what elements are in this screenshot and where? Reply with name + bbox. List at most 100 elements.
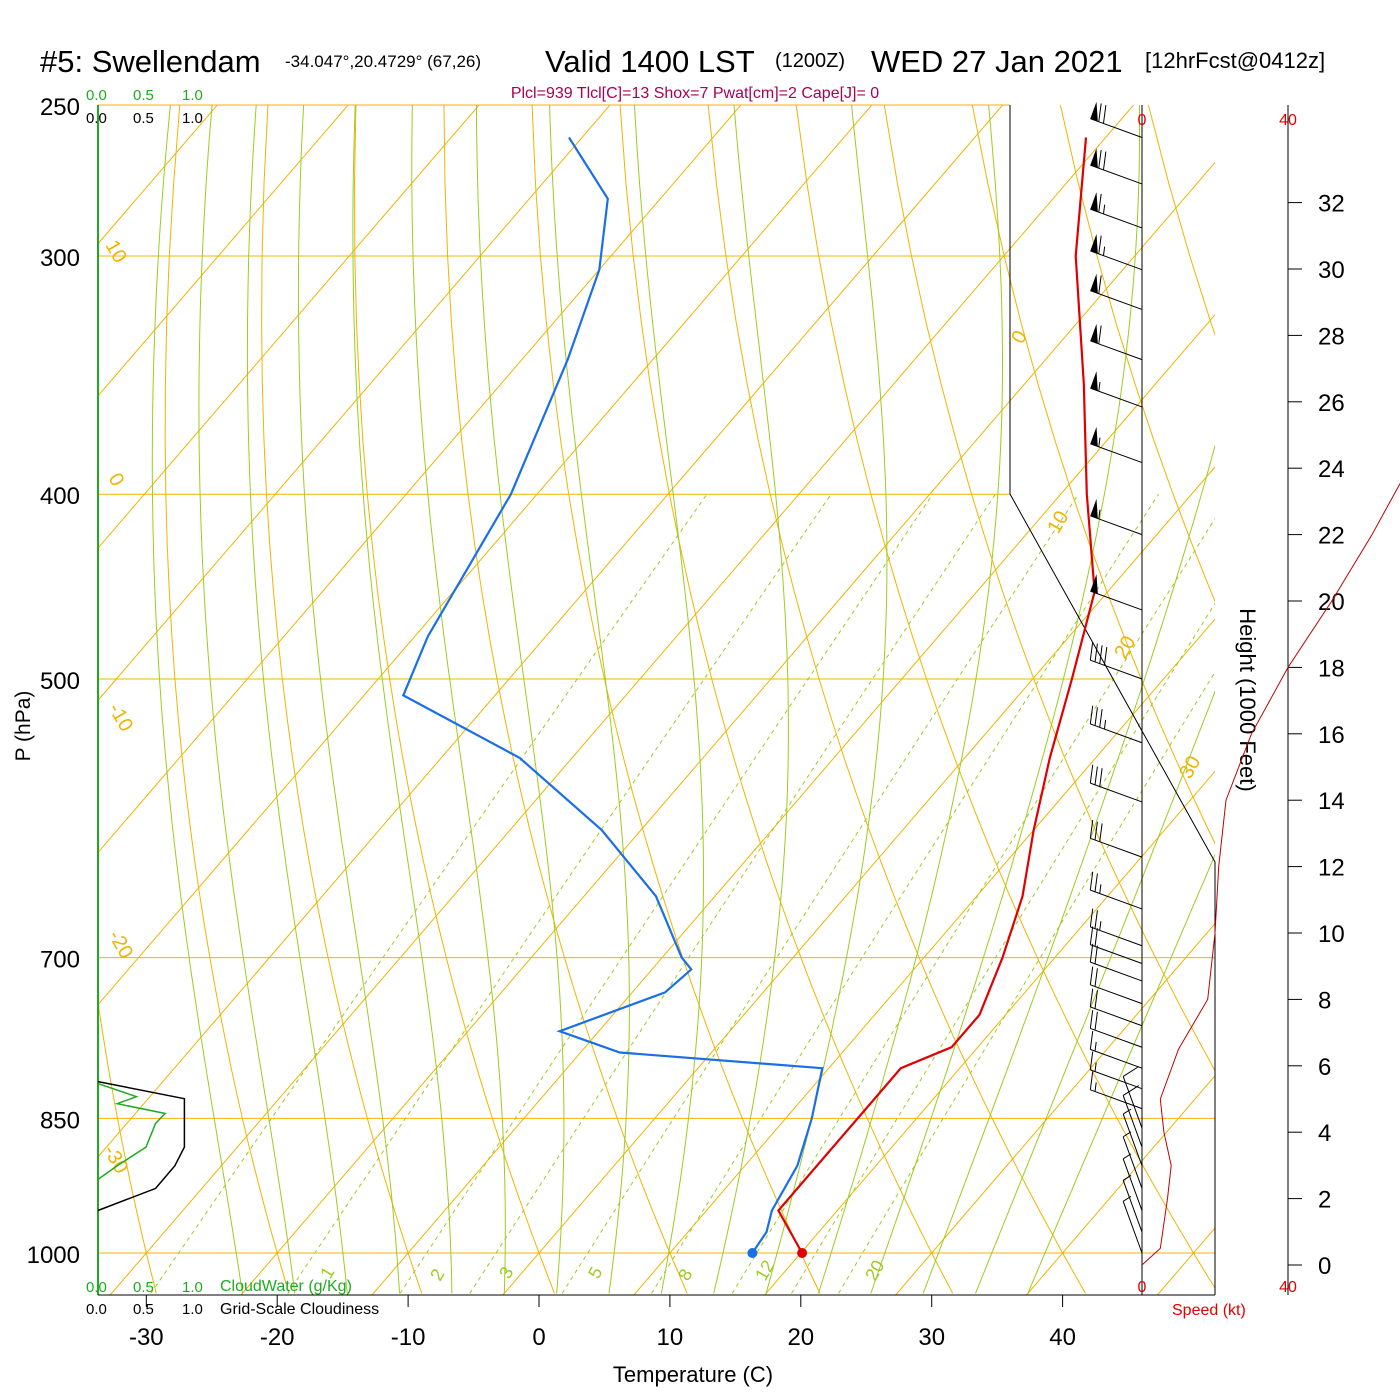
cloudwater-label: CloudWater (g/Kg)	[220, 1278, 352, 1295]
dry-adiabat	[1059, 105, 1215, 603]
bottom-cloudwater-scale: 0.0 0.5 1.0	[86, 1279, 203, 1296]
isotherm-line	[1026, 1075, 1215, 1295]
moist-adiabat	[765, 105, 888, 1294]
isotherm-line	[371, 313, 1215, 1295]
y-axis-title: P (hPa)	[12, 691, 35, 762]
moist-adiabat	[634, 105, 704, 1294]
thermo-lines	[98, 105, 1215, 1295]
height-tick: 0	[1318, 1253, 1331, 1280]
moist-adiabat	[411, 105, 506, 1294]
top-cc-tick-1: 0.5	[133, 110, 154, 127]
moist-adiabat	[198, 105, 296, 1294]
isotherm-label: 0	[104, 470, 129, 491]
height-tick: 12	[1318, 855, 1345, 882]
pressure-tick: 400	[40, 483, 80, 510]
moist-adiabat	[975, 690, 1215, 1294]
height-tick: 26	[1318, 390, 1345, 417]
moist-adiabat	[870, 105, 1140, 1294]
pressure-tick: 850	[40, 1107, 80, 1134]
mixing-ratio-line	[399, 493, 934, 1294]
speed-tick-top: 40	[1279, 112, 1297, 129]
speed-tick-top: 0	[1138, 112, 1147, 129]
wind-barb	[1089, 764, 1143, 803]
isotherm-line	[1157, 1227, 1215, 1295]
moist-adiabat-label: 8	[674, 1265, 696, 1284]
mixing-ratio-line	[469, 493, 996, 1294]
wind-barb	[1090, 498, 1143, 536]
moist-adiabat-label: 12	[751, 1257, 778, 1284]
top-cw-tick-1: 0.5	[133, 87, 154, 104]
wind-barb	[1089, 705, 1143, 744]
height-tick: 28	[1318, 323, 1345, 350]
top-cc-tick-2: 1.0	[182, 110, 203, 127]
title-valid: Valid 1400 LST	[545, 44, 755, 79]
dry-adiabat	[795, 105, 1215, 1290]
wind-barb	[1122, 1153, 1143, 1211]
mixing-ratio-line	[651, 493, 1159, 1294]
temperature-line-surface-point	[797, 1248, 808, 1258]
top-cc-tick-0: 0.0	[86, 110, 107, 127]
wind-barb	[1090, 101, 1143, 138]
moist-adiabat	[549, 105, 630, 1294]
wind-barb	[1089, 966, 1143, 1005]
wind-barb	[1089, 1010, 1143, 1048]
mixing-ratio-line	[838, 671, 1215, 1294]
temperature-line	[777, 137, 1096, 1254]
height-tick: 32	[1318, 191, 1345, 218]
temperature-tick: 10	[657, 1324, 684, 1351]
bot-cw-tick-1: 0.5	[133, 1279, 154, 1296]
wind-barb	[1090, 148, 1143, 185]
height-tick: 6	[1318, 1054, 1331, 1081]
wind-barb	[1089, 908, 1143, 947]
wind-barbs	[1089, 101, 1143, 1254]
speed-axis: 0040408080120120	[1138, 112, 1297, 1296]
top-cloudwater-scale: 0.0 0.5 1.0	[86, 87, 203, 104]
temperature-tick: 0	[532, 1324, 545, 1351]
isotherm-line	[98, 105, 873, 1006]
isotherm-line	[764, 770, 1215, 1295]
moist-adiabat-label: 2	[426, 1265, 448, 1284]
wind-barb	[1122, 1174, 1143, 1233]
speed-tick-bottom: 40	[1279, 1279, 1297, 1296]
title-coords: -34.047°,20.4729° (67,26)	[285, 52, 481, 71]
top-cw-tick-2: 1.0	[182, 87, 203, 104]
title-site: #5: Swellendam	[40, 44, 261, 79]
wind-barb	[1089, 641, 1143, 680]
isotherm-line	[895, 922, 1215, 1295]
pressure-tick: 250	[40, 94, 80, 121]
height-tick: 8	[1318, 987, 1331, 1014]
isotherm-label: 10	[101, 237, 131, 267]
isotherm-line	[633, 618, 1215, 1295]
isotherm-label: 30	[1175, 752, 1205, 782]
height-tick: 4	[1318, 1120, 1331, 1147]
x-axis-title: Temperature (C)	[613, 1362, 773, 1387]
bottom-cloudiness-scale: 0.0 0.5 1.0	[86, 1301, 203, 1318]
mixing-ratio-line	[561, 493, 1079, 1294]
cloudiness-line	[97, 1080, 186, 1212]
mixing-ratio-line	[150, 493, 708, 1294]
wind-barb	[1090, 426, 1143, 464]
moist-adiabat-label: 3	[495, 1263, 517, 1282]
moist-adiabat	[713, 105, 789, 1294]
wind-speed-profile	[1141, 482, 1400, 1266]
wind-barb	[1089, 943, 1143, 982]
height-tick: 18	[1318, 655, 1345, 682]
moist-adiabat	[817, 105, 1003, 1294]
moist-adiabat	[297, 105, 400, 1294]
isotherm-label: -20	[104, 927, 138, 963]
height-tick: 30	[1318, 257, 1345, 284]
wind-barb	[1090, 233, 1143, 271]
temperature-axis: -30 -20 -10 0 10 20 30 40	[129, 1295, 1076, 1351]
wind-barb	[1089, 1031, 1143, 1069]
moist-adiabat	[151, 105, 243, 1294]
top-cloudiness-scale: 0.0 0.5 1.0	[86, 110, 203, 127]
dry-adiabat	[971, 105, 1215, 845]
bot-cc-tick-1: 0.5	[133, 1301, 154, 1318]
wind-barb	[1122, 1131, 1143, 1189]
dry-adiabat	[1147, 105, 1215, 337]
temperature-tick: -10	[391, 1324, 426, 1351]
isotherm-line	[98, 105, 1004, 1158]
dry-adiabat	[443, 105, 688, 1294]
